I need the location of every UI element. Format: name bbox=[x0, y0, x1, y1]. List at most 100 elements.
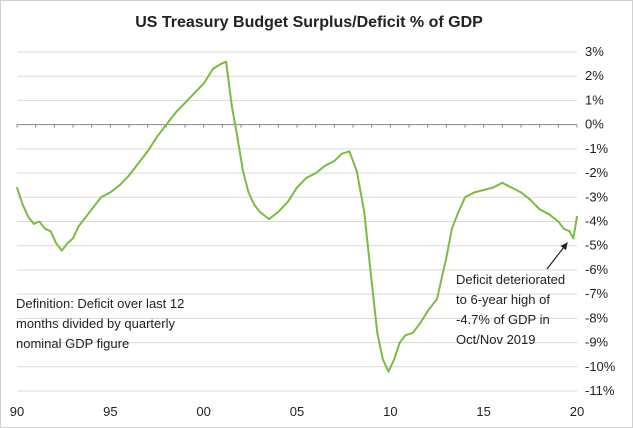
data-point bbox=[355, 169, 358, 172]
data-point bbox=[501, 181, 504, 184]
data-point bbox=[16, 186, 18, 189]
data-point bbox=[445, 256, 448, 259]
data-point bbox=[212, 68, 214, 70]
data-point bbox=[576, 215, 578, 218]
data-point bbox=[411, 332, 414, 334]
data-point bbox=[109, 191, 112, 194]
data-point bbox=[482, 189, 485, 191]
data-point bbox=[363, 210, 366, 213]
data-point bbox=[230, 104, 233, 107]
data-point bbox=[49, 230, 52, 233]
data-point bbox=[404, 334, 407, 337]
data-point bbox=[44, 227, 46, 230]
y-tick-label: -7% bbox=[585, 286, 609, 301]
data-point bbox=[324, 164, 326, 167]
callout-arrow-head bbox=[560, 242, 568, 251]
data-point bbox=[137, 162, 140, 165]
data-point bbox=[156, 135, 158, 138]
y-tick-label: -8% bbox=[585, 310, 609, 325]
data-point bbox=[72, 237, 74, 240]
callout-line-2: to 6-year high of bbox=[456, 292, 550, 307]
data-point bbox=[520, 191, 522, 194]
y-tick-label: -5% bbox=[585, 238, 609, 253]
series-line bbox=[16, 60, 578, 373]
data-point bbox=[426, 310, 429, 312]
y-tick-label: -9% bbox=[585, 335, 609, 350]
data-point bbox=[174, 111, 177, 114]
data-point bbox=[100, 196, 102, 199]
y-tick-label: 1% bbox=[585, 92, 604, 107]
data-point bbox=[510, 186, 513, 189]
data-point bbox=[538, 208, 541, 211]
x-tick-label: 15 bbox=[476, 404, 490, 419]
grid-layer bbox=[17, 51, 577, 392]
data-point bbox=[529, 198, 532, 201]
data-point bbox=[348, 150, 351, 153]
y-tick-label: -6% bbox=[585, 262, 609, 277]
data-point bbox=[219, 63, 222, 65]
data-point bbox=[557, 220, 560, 223]
data-point bbox=[55, 242, 58, 245]
data-point bbox=[398, 341, 401, 344]
axis-layer: 3% 2% 1% 0% -1% -2% -3% -4% -5% -6% -7% -8% -9% -10% -… bbox=[10, 44, 616, 419]
definition-line-3: nominal GDP figure bbox=[16, 336, 129, 351]
data-point bbox=[118, 184, 121, 187]
callout-line-3: -4.7% of GDP in bbox=[456, 312, 550, 327]
y-tick-label: -3% bbox=[585, 189, 609, 204]
data-point bbox=[83, 218, 86, 221]
x-tick-label: 05 bbox=[290, 404, 304, 419]
data-point bbox=[286, 201, 289, 204]
data-point bbox=[464, 196, 466, 199]
data-point bbox=[340, 152, 343, 155]
data-point bbox=[382, 358, 384, 361]
y-tick-label: 3% bbox=[585, 44, 604, 59]
x-tick-label: 10 bbox=[383, 404, 397, 419]
data-point bbox=[333, 160, 336, 162]
data-point bbox=[184, 102, 186, 104]
data-point bbox=[436, 298, 438, 300]
data-point bbox=[277, 210, 280, 213]
callout-line-1: Deficit deteriorated bbox=[456, 272, 565, 287]
y-tick-label: -1% bbox=[585, 141, 609, 156]
x-tick-label: 00 bbox=[196, 404, 210, 419]
y-tick-label: -10% bbox=[585, 359, 616, 374]
data-point bbox=[419, 322, 422, 325]
data-point bbox=[242, 169, 244, 172]
data-point bbox=[563, 227, 565, 230]
y-tick-label: 2% bbox=[585, 68, 604, 83]
data-point bbox=[296, 186, 298, 189]
x-tick-label: 90 bbox=[10, 404, 24, 419]
data-point bbox=[451, 227, 453, 230]
data-point bbox=[38, 220, 41, 223]
data-point bbox=[393, 358, 395, 361]
definition-line-2: months divided by quarterly bbox=[16, 316, 175, 331]
data-point bbox=[370, 281, 373, 283]
y-tick-label: 0% bbox=[585, 117, 604, 132]
data-point bbox=[32, 223, 35, 225]
annotation-layer: Deficit deteriorated to 6-year high of -… bbox=[16, 242, 569, 351]
data-point bbox=[258, 210, 261, 213]
data-point bbox=[492, 186, 494, 189]
x-tick-label: 95 bbox=[103, 404, 117, 419]
data-point bbox=[193, 92, 196, 95]
data-point bbox=[568, 230, 571, 233]
data-point bbox=[253, 203, 256, 206]
series-layer bbox=[16, 60, 578, 373]
callout-line-4: Oct/Nov 2019 bbox=[456, 332, 536, 347]
data-point bbox=[456, 213, 459, 216]
data-point bbox=[387, 370, 390, 373]
data-point bbox=[128, 174, 130, 177]
data-point bbox=[77, 225, 80, 228]
x-tick-label: 20 bbox=[570, 404, 584, 419]
data-point bbox=[548, 213, 550, 216]
data-point bbox=[202, 82, 205, 85]
data-point bbox=[21, 203, 24, 206]
data-point bbox=[27, 215, 30, 218]
data-point bbox=[165, 123, 168, 126]
y-tick-label: -4% bbox=[585, 214, 609, 229]
data-point bbox=[473, 191, 476, 194]
data-point bbox=[314, 172, 317, 175]
y-tick-label: -11% bbox=[585, 383, 615, 398]
data-point bbox=[247, 191, 250, 194]
